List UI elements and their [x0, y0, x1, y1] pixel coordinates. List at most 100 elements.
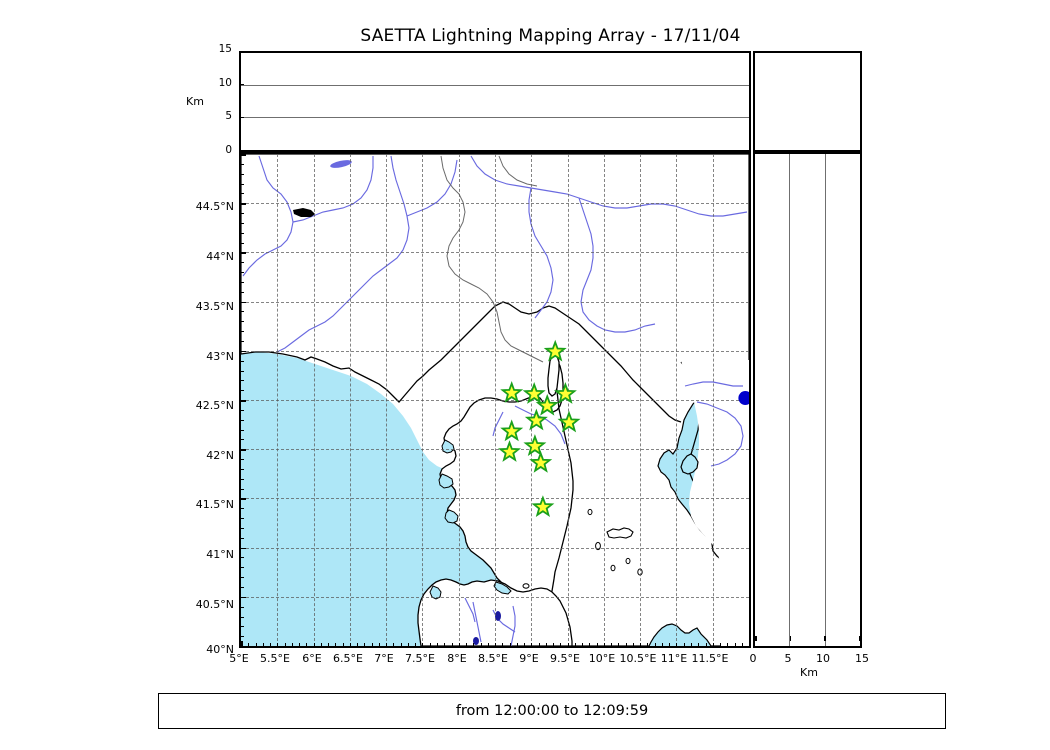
ytick-top-15: 15: [218, 43, 232, 55]
xtick-map-10.5: 10.5°E: [619, 652, 657, 665]
xtick-map-11.5: 11.5°E: [691, 652, 729, 665]
y-tick: [241, 173, 244, 175]
x-tick: [291, 643, 293, 646]
time-range-status-bar[interactable]: from 12:00:00 to 12:09:59: [158, 693, 946, 729]
y-tick: [241, 468, 244, 470]
x-tick: [241, 641, 243, 646]
x-tick: [299, 643, 301, 646]
y-tick: [241, 341, 244, 342]
right-x-tick: [789, 636, 792, 641]
x-tick: [749, 643, 750, 646]
coastline-sardinia-nw-cape: [429, 585, 442, 600]
y-tick: [241, 203, 246, 205]
xtick-map-10: 10°E: [588, 652, 616, 665]
height-vs-longitude-panel[interactable]: [239, 51, 751, 152]
longrid-7: [386, 154, 388, 646]
x-tick: [567, 643, 569, 646]
y-tick: [241, 380, 244, 382]
river-tributary-1: [406, 159, 458, 217]
xtick-map-9: 9°E: [519, 652, 539, 665]
right-gridline-5: [789, 154, 791, 646]
x-tick: [654, 643, 656, 646]
ytick-map-40.5: 40.5°N: [195, 598, 234, 611]
y-tick: [241, 242, 244, 244]
x-tick: [364, 643, 366, 646]
y-tick: [241, 527, 244, 529]
coastline-italy-gulfs: [680, 453, 699, 475]
y-tick: [241, 291, 244, 293]
right-gridline-10: [824, 154, 826, 646]
xtick-map-6: 6°E: [302, 652, 322, 665]
y-tick: [241, 518, 244, 520]
ytick-map-43.5: 43.5°N: [195, 300, 234, 313]
lake-sardinia-south: [473, 637, 479, 645]
river-sardinia-flumendosa: [510, 605, 516, 646]
longrid-11: [676, 154, 678, 646]
y-tick: [241, 370, 244, 372]
x-tick: [741, 643, 743, 646]
x-tick: [669, 643, 671, 646]
x-tick: [262, 643, 264, 646]
lake-sardinia-omodeo: [495, 611, 501, 621]
x-tick: [690, 643, 692, 646]
y-tick: [241, 163, 244, 165]
x-tick: [335, 643, 337, 646]
height-vs-latitude-panel[interactable]: [753, 152, 862, 648]
xtick-map-7: 7°E: [374, 652, 394, 665]
river-po: [470, 155, 748, 217]
x-tick: [727, 643, 729, 646]
x-tick: [589, 643, 591, 646]
x-tick: [538, 643, 540, 646]
ytick-map-41: 41°N: [206, 548, 234, 561]
x-tick: [531, 643, 533, 646]
x-tick: [698, 643, 700, 646]
y-tick: [241, 262, 244, 264]
ytick-top-0: 0: [225, 144, 232, 156]
tick-top-10: [239, 83, 244, 85]
gridline-5: [241, 117, 749, 119]
x-tick: [632, 643, 634, 646]
river-sardinia-coghinas: [464, 597, 476, 623]
xtick-map-5: 5°E: [229, 652, 249, 665]
xtick-map-9.5: 9.5°E: [550, 652, 580, 665]
tick-top-5: [239, 116, 244, 118]
x-tick: [625, 643, 627, 646]
corner-panel[interactable]: [753, 51, 862, 152]
x-tick: [357, 643, 359, 646]
x-tick: [270, 643, 271, 646]
x-tick: [574, 643, 576, 646]
x-tick: [458, 643, 460, 646]
river-corsica-tavignano: [492, 411, 504, 437]
x-tick: [487, 643, 489, 646]
y-tick: [241, 154, 246, 156]
page-title: SAETTA Lightning Mapping Array - 17/11/0…: [360, 26, 741, 46]
y-tick: [241, 606, 244, 608]
coastline-corsica-gulf-valinco: [444, 509, 459, 524]
x-tick: [524, 643, 525, 646]
x-tick: [560, 643, 562, 646]
xtick-right-15: 15: [855, 652, 869, 665]
x-tick: [705, 643, 707, 646]
x-tick: [444, 643, 446, 646]
x-tick: [451, 643, 453, 646]
x-tick: [509, 643, 511, 646]
island-pianosa: [610, 564, 616, 572]
y-tick: [241, 577, 244, 579]
y-tick: [241, 646, 246, 648]
x-tick: [516, 643, 518, 646]
y-tick: [241, 508, 244, 510]
y-tick: [241, 478, 244, 480]
x-tick: [640, 643, 642, 646]
y-tick: [241, 281, 244, 283]
x-tick: [611, 643, 613, 646]
longrid-9: [531, 154, 533, 646]
lake-berre: [293, 208, 315, 217]
longrid-11.5: [712, 154, 714, 646]
border-switzerland: [498, 155, 538, 187]
x-tick: [466, 643, 467, 646]
right-x-tick: [859, 636, 861, 641]
longrid-10.5: [640, 154, 642, 646]
right-x-tick: [755, 636, 757, 641]
map-panel[interactable]: [239, 152, 751, 648]
x-tick: [371, 643, 373, 646]
